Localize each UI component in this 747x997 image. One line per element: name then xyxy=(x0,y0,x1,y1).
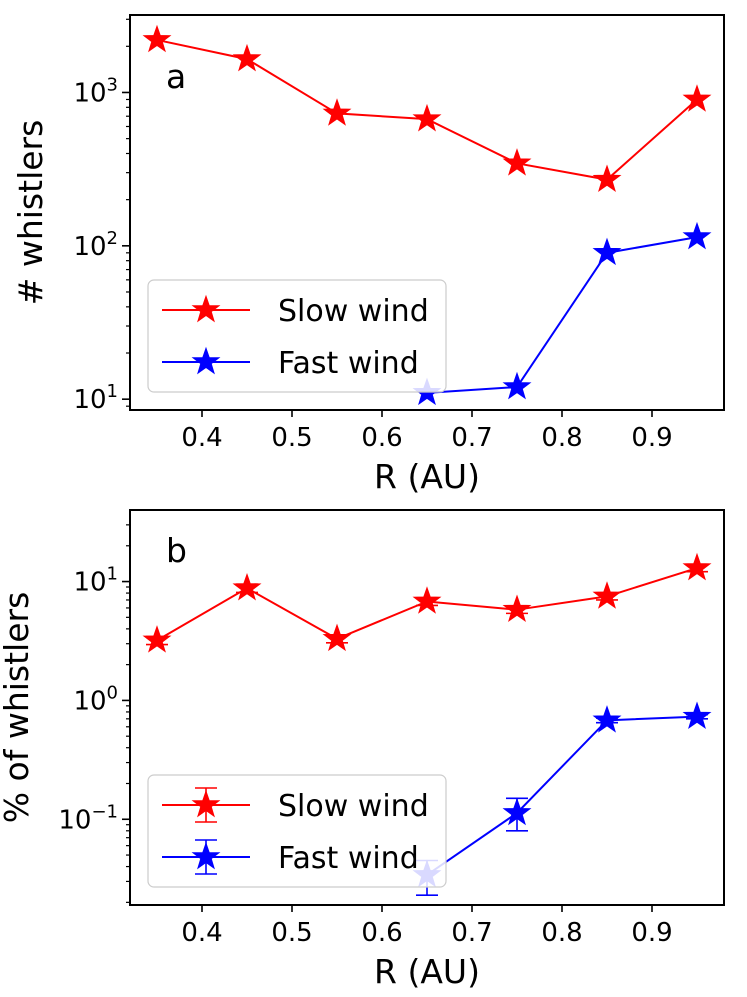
x-tick-label: 0.6 xyxy=(361,918,402,948)
series-line xyxy=(426,236,698,394)
x-tick-label: 0.7 xyxy=(451,918,492,948)
x-tick-label: 0.9 xyxy=(631,423,672,453)
x-tick-label: 0.9 xyxy=(631,918,672,948)
x-axis-label: R (AU) xyxy=(374,952,480,991)
legend-marker-star xyxy=(191,841,221,870)
data-point-star xyxy=(232,572,262,601)
legend: Slow wind Fast wind xyxy=(147,279,447,393)
series-slow-wind xyxy=(142,552,712,653)
axes-frame xyxy=(129,14,725,411)
legend-marker-star xyxy=(191,789,221,818)
data-point-star xyxy=(592,237,622,266)
data-point-star xyxy=(682,701,712,729)
legend-label: Slow wind xyxy=(278,789,429,824)
y-tick-label: 101 xyxy=(73,564,118,598)
data-point-star xyxy=(322,98,352,126)
y-tick-label: 100 xyxy=(73,682,118,716)
x-axis-label: R (AU) xyxy=(374,457,480,496)
x-tick-label: 0.5 xyxy=(271,918,312,948)
data-point-star xyxy=(592,705,622,733)
x-tick-label: 0.7 xyxy=(451,423,492,453)
chart-panel-b: 0.4 0.5 0.6 0.7 0.8 0.9 10−1 100 101 R (AU) % of w… xyxy=(0,509,725,991)
panel-label: b xyxy=(166,531,187,570)
y-axis-label: % of whistlers xyxy=(0,592,36,824)
data-point-star xyxy=(412,103,442,132)
data-point-star xyxy=(682,84,712,112)
legend-label: Slow wind xyxy=(278,294,429,329)
legend: Slow wind Fast wind xyxy=(147,774,447,888)
legend-frame xyxy=(147,279,447,393)
y-tick-label: 10−1 xyxy=(58,801,118,835)
y-tick-label: 101 xyxy=(73,381,118,415)
data-point-star xyxy=(412,586,442,614)
legend-label: Fast wind xyxy=(278,841,419,876)
data-point-star xyxy=(682,221,712,250)
data-point-star xyxy=(142,24,172,53)
data-point-star xyxy=(592,164,622,192)
series-line xyxy=(426,715,698,876)
chart-panel-a: 0.4 0.5 0.6 0.7 0.8 0.9 101 102 103 R (AU) # whist… xyxy=(11,14,725,496)
x-tick-label: 0.5 xyxy=(271,423,312,453)
data-point-star xyxy=(322,623,352,652)
series-slow-wind xyxy=(142,24,712,192)
data-point-star xyxy=(682,552,712,581)
data-point-star xyxy=(502,148,532,176)
legend-frame xyxy=(147,774,447,888)
data-point-star xyxy=(232,43,262,72)
y-tick-label: 103 xyxy=(73,74,118,108)
data-point-star xyxy=(142,625,172,653)
legend-marker-star xyxy=(191,346,221,375)
panel-label: a xyxy=(166,57,186,96)
x-tick-label: 0.4 xyxy=(181,918,222,948)
x-tick-label: 0.8 xyxy=(541,918,582,948)
y-tick-label: 102 xyxy=(73,228,118,262)
x-tick-label: 0.8 xyxy=(541,423,582,453)
x-tick-label: 0.6 xyxy=(361,423,402,453)
data-point-star xyxy=(502,594,532,622)
data-point-star xyxy=(502,371,532,400)
legend-label: Fast wind xyxy=(278,346,419,381)
data-point-star xyxy=(592,581,622,609)
x-tick-label: 0.4 xyxy=(181,423,222,453)
y-axis-label: # whistlers xyxy=(11,120,50,306)
data-point-star xyxy=(502,797,532,826)
series-fast-wind xyxy=(412,221,712,406)
axes-frame xyxy=(129,509,725,906)
legend-marker-star xyxy=(191,294,221,323)
series-fast-wind xyxy=(412,701,712,896)
